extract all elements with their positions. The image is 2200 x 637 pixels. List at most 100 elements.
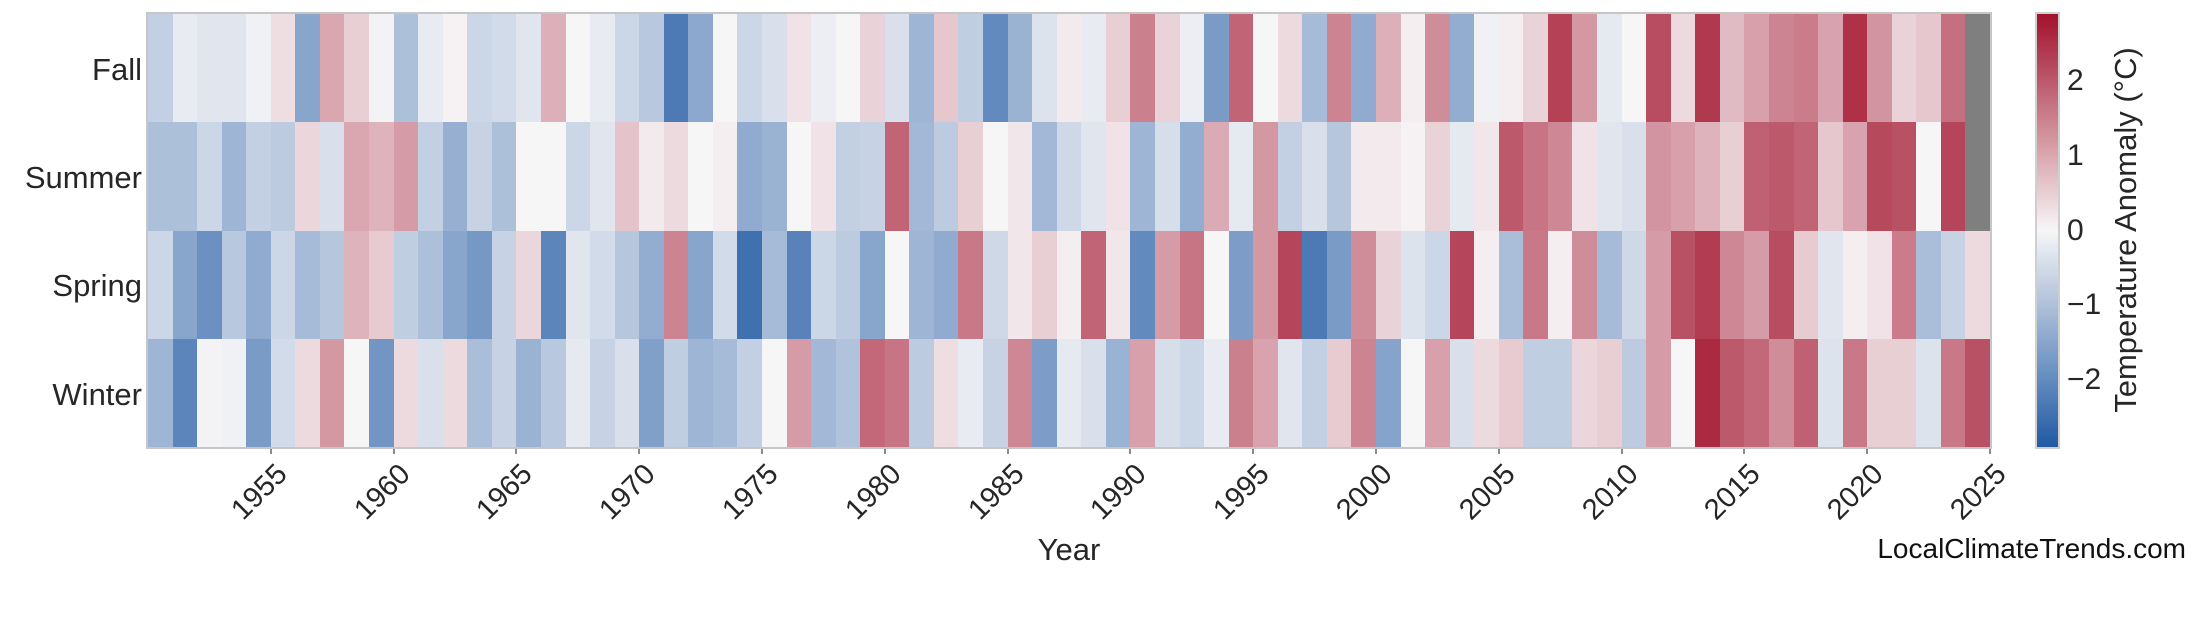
heatmap-cell-winter-2002: [1425, 338, 1450, 447]
heatmap-cell-spring-1964: [491, 230, 517, 339]
heatmap-cell-summer-1960: [393, 122, 419, 231]
heatmap-cell-summer-2010: [1621, 122, 1647, 231]
heatmap-cell-summer-2005: [1498, 122, 1524, 231]
heatmap-cell-winter-1961: [418, 338, 443, 447]
heatmap-cell-summer-1990: [1130, 122, 1155, 231]
heatmap-cell-summer-1961: [418, 122, 443, 231]
heatmap-cell-winter-1999: [1351, 338, 1376, 447]
heatmap-cell-spring-2009: [1597, 230, 1622, 339]
heatmap-cell-spring-1959: [369, 230, 394, 339]
heatmap-plot-area: [146, 12, 1992, 449]
heatmap-cell-spring-1962: [442, 230, 468, 339]
heatmap-cell-spring-1955: [270, 230, 296, 339]
x-tick-mark-1960: [392, 449, 395, 454]
heatmap-cell-winter-1951: [172, 338, 198, 447]
heatmap-cell-summer-1954: [246, 122, 271, 231]
colorbar-tick-0: 0: [2067, 213, 2084, 247]
row-label-winter: Winter: [52, 377, 142, 412]
heatmap-cell-winter-1954: [246, 338, 271, 447]
heatmap-cell-winter-1979: [860, 338, 885, 447]
heatmap-cell-summer-2000: [1375, 122, 1401, 231]
heatmap-cell-summer-2001: [1400, 122, 1426, 231]
heatmap-cell-winter-1975: [761, 338, 787, 447]
x-axis-title: Year: [1037, 532, 1101, 567]
heatmap-cell-summer-2018: [1818, 122, 1843, 231]
heatmap-cell-winter-1974: [737, 338, 762, 447]
heatmap-cell-fall-1970: [639, 14, 664, 123]
heatmap-cell-summer-1965: [516, 122, 541, 231]
heatmap-cell-winter-1956: [295, 338, 320, 447]
heatmap-cell-spring-1951: [172, 230, 198, 339]
row-label-fall: Fall: [92, 52, 142, 87]
heatmap-cell-fall-1967: [565, 14, 591, 123]
heatmap-cell-winter-1964: [491, 338, 517, 447]
heatmap-cell-spring-2005: [1498, 230, 1524, 339]
heatmap-cell-fall-1981: [909, 14, 934, 123]
heatmap-cell-winter-2004: [1474, 338, 1499, 447]
heatmap-cell-summer-1997: [1302, 122, 1327, 231]
heatmap-cell-spring-1976: [786, 230, 812, 339]
heatmap-cell-spring-2021: [1891, 230, 1917, 339]
heatmap-cell-spring-1971: [663, 230, 689, 339]
heatmap-cell-fall-1958: [344, 14, 370, 123]
heatmap-cell-summer-1975: [761, 122, 787, 231]
heatmap-cell-spring-2013: [1695, 230, 1720, 339]
heatmap-cell-winter-2010: [1621, 338, 1647, 447]
heatmap-cell-summer-2023: [1940, 122, 1966, 231]
heatmap-cell-fall-1963: [467, 14, 492, 123]
heatmap-cell-spring-2024: [1965, 230, 1990, 339]
heatmap-cell-fall-1960: [393, 14, 419, 123]
heatmap-cell-summer-1993: [1204, 122, 1229, 231]
heatmap-cell-spring-1965: [516, 230, 541, 339]
heatmap-cell-winter-2015: [1744, 338, 1769, 447]
heatmap-cell-spring-1981: [909, 230, 934, 339]
heatmap-cell-fall-1994: [1228, 14, 1254, 123]
x-tick-mark-1995: [1252, 449, 1255, 454]
heatmap-cell-spring-2008: [1572, 230, 1598, 339]
heatmap-cell-winter-1965: [516, 338, 541, 447]
heatmap-cell-summer-1964: [491, 122, 517, 231]
heatmap-cell-summer-1973: [712, 122, 738, 231]
heatmap-cell-spring-1986: [1032, 230, 1057, 339]
x-tick-mark-1955: [269, 449, 272, 454]
heatmap-cell-spring-1997: [1302, 230, 1327, 339]
x-tick-mark-2005: [1497, 449, 1500, 454]
x-tick-mark-2000: [1375, 449, 1377, 454]
heatmap-cell-fall-1999: [1351, 14, 1376, 123]
heatmap-cell-summer-1967: [565, 122, 591, 231]
heatmap-cell-spring-1957: [319, 230, 345, 339]
heatmap-cell-spring-2012: [1670, 230, 1696, 339]
heatmap-cell-fall-1950: [148, 14, 173, 123]
heatmap-cell-summer-1980: [884, 122, 910, 231]
heatmap-cell-fall-1975: [761, 14, 787, 123]
heatmap-cell-summer-2020: [1867, 122, 1892, 231]
heatmap-cell-summer-1982: [933, 122, 959, 231]
heatmap-cell-spring-1998: [1326, 230, 1352, 339]
heatmap-cell-winter-2006: [1523, 338, 1548, 447]
heatmap-cell-summer-1951: [172, 122, 198, 231]
heatmap-cell-spring-2002: [1425, 230, 1450, 339]
heatmap-cell-spring-1950: [148, 230, 173, 339]
heatmap-cell-fall-1965: [516, 14, 541, 123]
heatmap-cell-spring-1977: [811, 230, 836, 339]
heatmap-cell-winter-1995: [1253, 338, 1278, 447]
heatmap-cell-spring-1980: [884, 230, 910, 339]
heatmap-cell-winter-1980: [884, 338, 910, 447]
heatmap-cell-spring-2023: [1940, 230, 1966, 339]
heatmap-cell-spring-2020: [1867, 230, 1892, 339]
heatmap-cell-winter-1972: [688, 338, 713, 447]
heatmap-cell-fall-1978: [835, 14, 861, 123]
heatmap-cell-fall-1992: [1179, 14, 1205, 123]
heatmap-cell-fall-2016: [1768, 14, 1794, 123]
heatmap-cell-fall-1993: [1204, 14, 1229, 123]
row-label-spring: Spring: [52, 268, 142, 303]
heatmap-cell-winter-2007: [1547, 338, 1573, 447]
heatmap-cell-summer-1978: [835, 122, 861, 231]
heatmap-cell-summer-1991: [1154, 122, 1180, 231]
heatmap-cell-winter-1993: [1204, 338, 1229, 447]
heatmap-cell-fall-2009: [1597, 14, 1622, 123]
heatmap-cell-spring-1995: [1253, 230, 1278, 339]
heatmap-cell-summer-1984: [983, 122, 1008, 231]
heatmap-cell-summer-1999: [1351, 122, 1376, 231]
heatmap-cell-winter-2013: [1695, 338, 1720, 447]
